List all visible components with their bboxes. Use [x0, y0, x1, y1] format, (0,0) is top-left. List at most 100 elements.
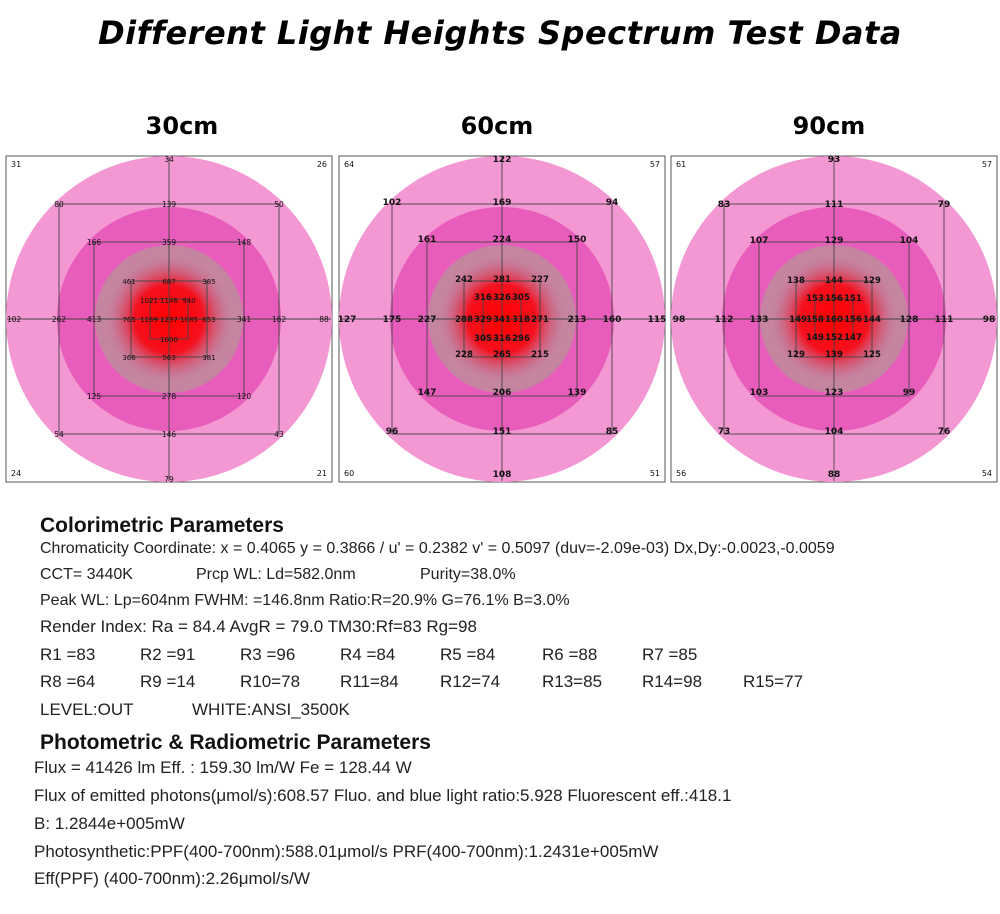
grid-value-label: 147: [418, 388, 437, 398]
peak-line: Peak WL: Lp=604nm FWHM: =146.8nm Ratio:R…: [40, 592, 570, 609]
prcp-value: Prcp WL: Ld=582.0nm: [196, 566, 356, 583]
grid-value-label: 79: [164, 475, 174, 483]
photons-line: Flux of emitted photons(μmol/s):608.57 F…: [34, 786, 732, 805]
corner-value-tr: 57: [982, 160, 992, 169]
grid-value-label: 461: [122, 278, 135, 286]
grid-value-label: 1169: [140, 316, 158, 324]
grid-value-label: 93: [828, 155, 841, 165]
r-values-row-2: R8 =64 R9 =14 R10=78 R11=84 R12=74 R13=85 R14=…: [40, 672, 940, 694]
grid-value-label: 265: [493, 350, 511, 360]
grid-value-label: 98: [673, 315, 686, 325]
heatmap-30cm: 34 79 102 88 80 139 50 262 162 54 146 43 166 359 148 41…: [5, 155, 333, 483]
grid-value-label: 151: [844, 294, 862, 304]
grid-value-label: 305: [512, 293, 530, 303]
corner-value-bl: 24: [11, 469, 21, 478]
r-value-row2-2: R9 =14: [140, 672, 196, 691]
grid-value-label: 96: [386, 427, 399, 437]
grid-value-label: 102: [383, 198, 402, 208]
grid-value-label: 288: [455, 315, 473, 325]
grid-value-label: 108: [493, 470, 512, 480]
panel-title-30cm: 30cm: [145, 112, 219, 140]
level-value: LEVEL:OUT: [40, 700, 134, 719]
r-value-row2-4: R11=84: [340, 672, 399, 691]
grid-value-label: 128: [900, 315, 919, 325]
r-value-row1-7: R7 =85: [642, 645, 698, 664]
grid-value-label: 76: [938, 427, 951, 437]
grid-value-label: 147: [844, 333, 862, 343]
grid-value-label: 341: [237, 315, 252, 324]
grid-value-label: 563: [162, 354, 175, 362]
r-values-row-1: R1 =83 R2 =91 R3 =96 R4 =84 R5 =84 R6 =88 R7 =…: [40, 645, 940, 667]
grid-value-label: 1085: [180, 316, 198, 324]
grid-value-label: 262: [52, 315, 67, 324]
heatmap-60cm: 122 108 127 115 102 169 94 175 160 96 151 85 161 224 1…: [338, 155, 666, 483]
grid-value-label: 1146: [160, 297, 178, 305]
grid-value-label: 359: [162, 238, 177, 247]
grid-value-label: 149: [789, 315, 807, 325]
corner-value-bl: 56: [676, 469, 686, 478]
grid-value-label: 653: [202, 316, 215, 324]
corner-value-tl: 64: [344, 160, 354, 169]
grid-value-label: 1021: [140, 297, 158, 305]
grid-value-label: 381: [202, 354, 215, 362]
grid-value-label: 278: [162, 392, 177, 401]
grid-value-label: 316: [474, 293, 492, 303]
eff-line: Eff(PPF) (400-700nm):2.26μmol/s/W: [34, 869, 310, 888]
grid-value-label: 158: [806, 315, 824, 325]
grid-value-label: 120: [237, 392, 252, 401]
corner-value-br: 21: [317, 469, 327, 478]
grid-value-label: 413: [87, 315, 102, 324]
corner-value-br: 54: [982, 469, 992, 478]
render-line: Render Index: Ra = 84.4 AvgR = 79.0 TM30…: [40, 617, 477, 636]
grid-value-label: 139: [568, 388, 587, 398]
grid-value-label: 125: [863, 350, 881, 360]
r-value-row2-1: R8 =64: [40, 672, 96, 691]
grid-value-label: 224: [493, 235, 512, 245]
grid-value-label: 125: [87, 392, 102, 401]
grid-value-label: 227: [418, 315, 437, 325]
grid-value-label: 162: [272, 315, 287, 324]
grid-value-label: 85: [606, 427, 619, 437]
grid-value-label: 152: [825, 333, 843, 343]
b-line: B: 1.2844e+005mW: [34, 814, 185, 833]
r-value-row2-7: R14=98: [642, 672, 703, 691]
corner-value-bl: 60: [344, 469, 354, 478]
grid-value-label: 151: [493, 427, 512, 437]
r-value-row1-2: R2 =91: [140, 645, 196, 664]
grid-value-label: 104: [825, 427, 844, 437]
photometric-heading: Photometric & Radiometric Parameters: [40, 731, 431, 754]
grid-value-label: 160: [825, 315, 843, 325]
grid-value-label: 169: [493, 198, 512, 208]
r-value-row2-6: R13=85: [542, 672, 603, 691]
grid-value-label: 271: [531, 315, 549, 325]
grid-value-label: 213: [568, 315, 587, 325]
grid-value-label: 83: [718, 200, 731, 210]
r-value-row1-1: R1 =83: [40, 645, 96, 664]
r-value-row1-5: R5 =84: [440, 645, 496, 664]
corner-value-tr: 26: [317, 160, 327, 169]
grid-value-label: 133: [750, 315, 769, 325]
grid-value-label: 129: [863, 276, 881, 286]
page-title: Different Light Heights Spectrum Test Da…: [98, 14, 902, 52]
grid-value-label: 215: [531, 350, 549, 360]
grid-value-label: 166: [87, 238, 102, 247]
grid-value-label: 940: [182, 297, 195, 305]
grid-value-label: 281: [493, 275, 511, 285]
r-value-row1-4: R4 =84: [340, 645, 396, 664]
r-value-row2-3: R10=78: [240, 672, 301, 691]
grid-value-label: 153: [806, 294, 824, 304]
grid-value-label: 112: [715, 315, 734, 325]
grid-value-label: 98: [983, 315, 996, 325]
corner-value-br: 51: [650, 469, 660, 478]
grid-value-label: 144: [863, 315, 881, 325]
grid-value-label: 242: [455, 275, 473, 285]
grid-value-label: 103: [750, 388, 769, 398]
cct-value: CCT= 3440K: [40, 566, 133, 583]
grid-value-label: 341: [493, 315, 511, 325]
grid-value-label: 206: [493, 388, 512, 398]
grid-value-label: 1000: [160, 336, 178, 344]
grid-value-label: 111: [935, 315, 954, 325]
grid-value-label: 122: [493, 155, 512, 165]
grid-value-label: 107: [750, 236, 769, 246]
grid-value-label: 366: [122, 354, 136, 362]
